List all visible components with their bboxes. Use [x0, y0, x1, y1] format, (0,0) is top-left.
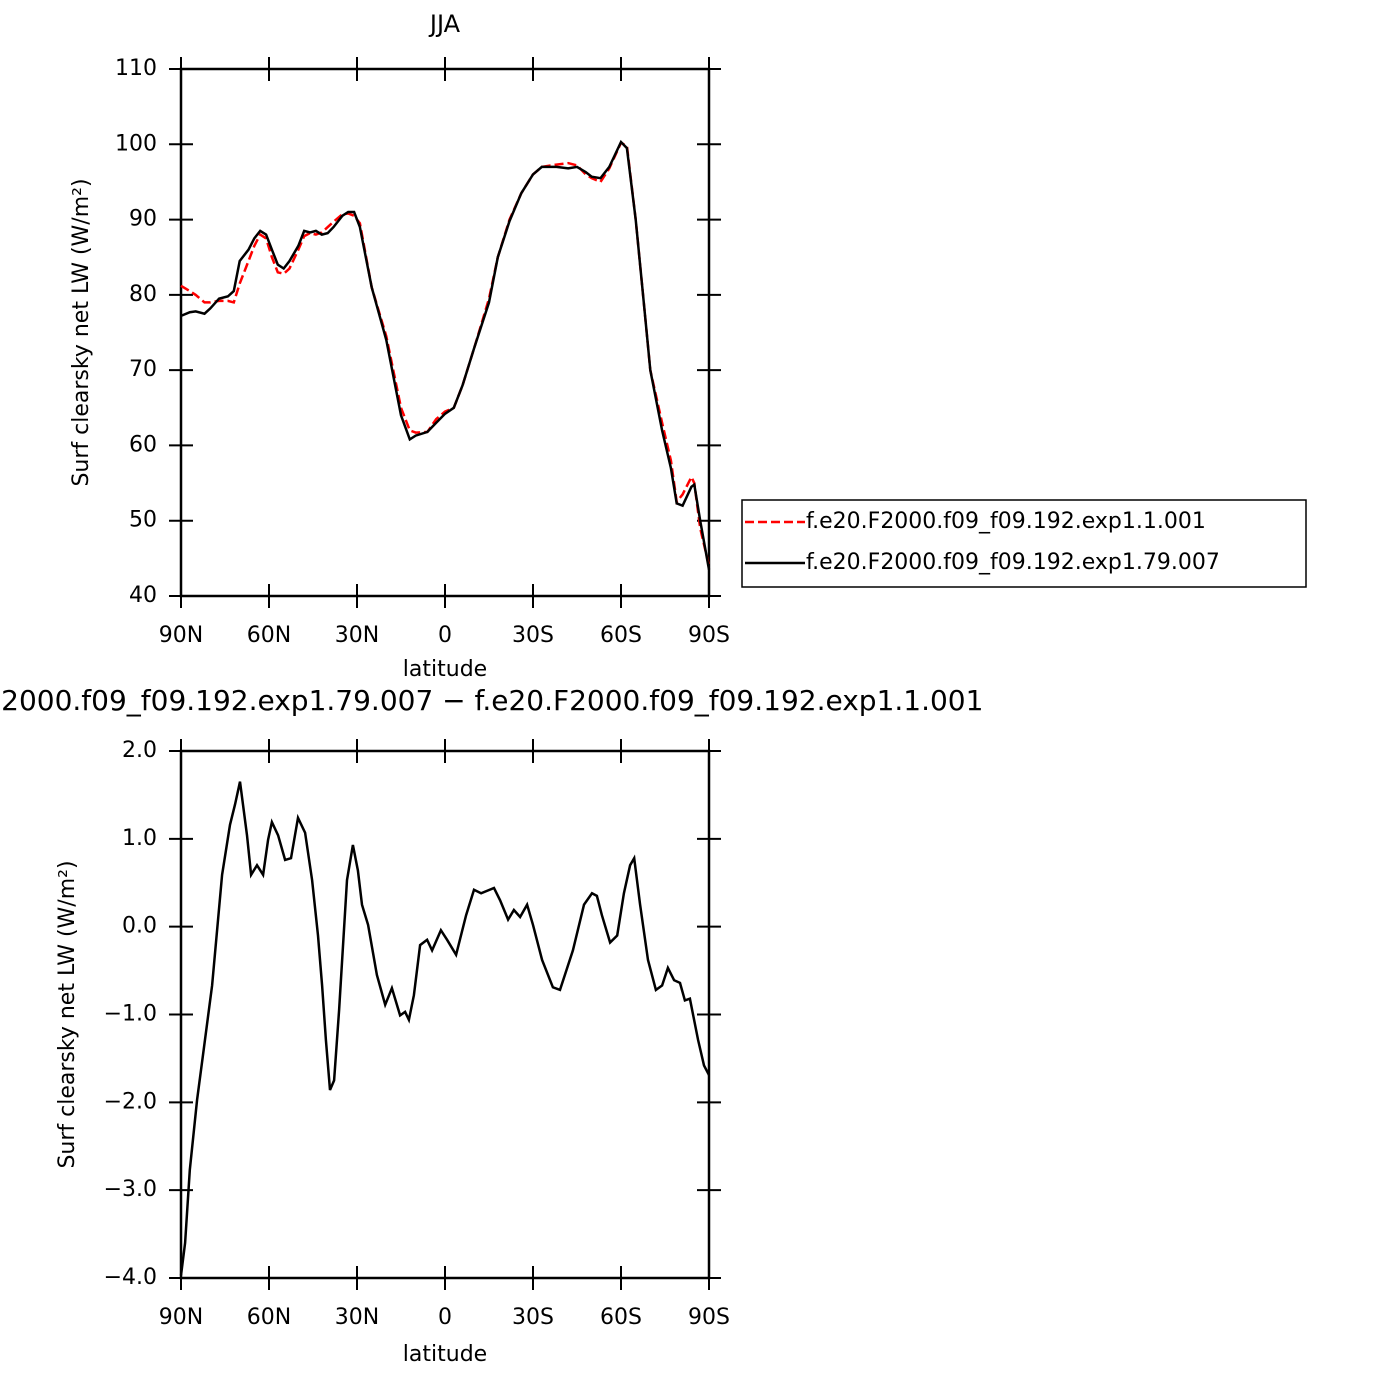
plot-frame: [179, 749, 711, 1280]
y-tick-label: 50: [129, 508, 157, 533]
y-tick-label: 1.0: [122, 826, 157, 851]
y-tick-label: 0.0: [122, 914, 157, 939]
x-tick-label: 30S: [512, 623, 554, 648]
chart-title: f.e20.F2000.f09_f09.192.exp1.79.007 − f.…: [0, 684, 983, 717]
x-tick-label: 90S: [688, 1305, 730, 1330]
x-axis-label: latitude: [403, 657, 487, 682]
y-tick-label: 60: [129, 432, 157, 457]
y-tick-label: −3.0: [104, 1177, 157, 1202]
x-tick-label: 60S: [600, 1305, 642, 1330]
data-line: [180, 139, 711, 570]
x-tick-label: 30S: [512, 1305, 554, 1330]
y-tick-label: 110: [115, 56, 157, 81]
x-tick-label: 90N: [159, 623, 203, 648]
x-tick-label: 60N: [247, 623, 291, 648]
data-line: [179, 781, 711, 1276]
x-tick-label: 0: [438, 1305, 452, 1330]
y-tick-label: −2.0: [104, 1089, 157, 1114]
y-tick-label: 100: [115, 131, 157, 156]
x-axis-label: latitude: [403, 1342, 487, 1367]
y-tick-label: −4.0: [104, 1265, 157, 1290]
x-tick-label: 60S: [600, 623, 642, 648]
x-tick-label: 0: [438, 623, 452, 648]
x-tick-label: 90N: [159, 1305, 203, 1330]
y-tick-label: 2.0: [122, 738, 157, 763]
legend-label: f.e20.F2000.f09_f09.192.exp1.1.001: [806, 509, 1206, 534]
y-tick-label: 80: [129, 282, 157, 307]
chart-title: JJA: [428, 10, 461, 38]
y-tick-label: 70: [129, 357, 157, 382]
y-axis-label: Surf clearsky net LW (W/m²): [55, 860, 80, 1168]
y-tick-label: 40: [129, 583, 157, 608]
y-axis-label: Surf clearsky net LW (W/m²): [69, 178, 94, 486]
y-tick-label: −1.0: [104, 1002, 157, 1027]
legend-box: [741, 499, 1307, 588]
x-tick-label: 30N: [335, 1305, 379, 1330]
legend-label: f.e20.F2000.f09_f09.192.exp1.79.007: [806, 550, 1220, 575]
plot-frame: [179, 67, 711, 598]
y-tick-label: 90: [129, 207, 157, 232]
x-tick-label: 90S: [688, 623, 730, 648]
x-tick-label: 60N: [247, 1305, 291, 1330]
x-tick-label: 30N: [335, 623, 379, 648]
data-line: [180, 141, 711, 567]
